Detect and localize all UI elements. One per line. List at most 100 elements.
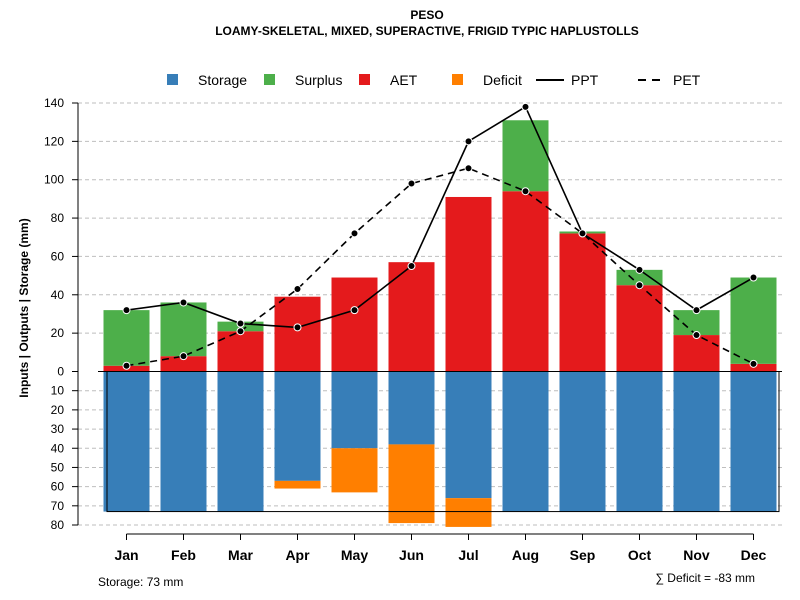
y-tick-label: 40 bbox=[51, 441, 65, 455]
aet-bar bbox=[160, 356, 207, 372]
x-tick-label: Dec bbox=[741, 547, 767, 563]
x-tick-label: Nov bbox=[683, 547, 710, 563]
pet-line bbox=[126, 167, 754, 367]
surplus-bar bbox=[103, 310, 150, 366]
aet-bar bbox=[274, 296, 321, 372]
surplus-bar bbox=[616, 269, 663, 286]
deficit-note: ∑ Deficit = -83 mm bbox=[655, 571, 755, 585]
pet-point bbox=[749, 359, 758, 368]
legend-swatch bbox=[264, 74, 275, 85]
pet-point bbox=[464, 164, 473, 173]
legend: Storage Surplus AET Deficit PPT PET bbox=[167, 72, 701, 88]
y-tick-label: 100 bbox=[44, 173, 64, 187]
legend-label: AET bbox=[390, 72, 418, 88]
ppt-point bbox=[293, 323, 302, 332]
y-tick-label: 30 bbox=[51, 422, 65, 436]
surplus-bar bbox=[160, 302, 207, 357]
aet-bar bbox=[331, 277, 378, 372]
bars bbox=[103, 120, 780, 527]
ppt-point bbox=[464, 137, 473, 146]
pet-point bbox=[521, 187, 530, 196]
y-tick-label: 70 bbox=[51, 499, 65, 513]
legend-label: Deficit bbox=[483, 72, 522, 88]
y-tick-label: 20 bbox=[51, 326, 65, 340]
ppt-point bbox=[521, 102, 530, 111]
y-tick-label: 50 bbox=[51, 460, 65, 474]
aet-bar bbox=[388, 262, 435, 372]
aet-bar bbox=[559, 233, 606, 372]
ppt-point bbox=[407, 262, 416, 271]
ppt-point bbox=[749, 273, 758, 282]
ppt-point bbox=[236, 319, 245, 328]
x-tick-label: Jul bbox=[458, 547, 478, 563]
storage-bar bbox=[388, 371, 435, 445]
surplus-bar bbox=[673, 310, 720, 336]
storage-bar bbox=[331, 371, 378, 449]
legend-label: PPT bbox=[571, 72, 599, 88]
y-tick-label: 60 bbox=[51, 480, 65, 494]
storage-bar bbox=[274, 371, 321, 481]
storage-bar bbox=[160, 371, 207, 512]
storage-bar bbox=[673, 371, 720, 512]
aet-bar bbox=[616, 285, 663, 372]
x-tick-label: Oct bbox=[628, 547, 652, 563]
ppt-point bbox=[692, 306, 701, 315]
y-tick-label: 0 bbox=[57, 365, 64, 379]
aet-bar bbox=[673, 335, 720, 372]
ppt-point bbox=[179, 298, 188, 307]
x-tick-label: Sep bbox=[570, 547, 596, 563]
chart-subtitle: LOAMY-SKELETAL, MIXED, SUPERACTIVE, FRIG… bbox=[215, 24, 639, 38]
x-tick-label: May bbox=[341, 547, 368, 563]
legend-swatch bbox=[452, 74, 463, 85]
y-tick-label: 140 bbox=[44, 96, 64, 110]
x-tick-label: Mar bbox=[228, 547, 253, 563]
series-lines bbox=[98, 102, 782, 372]
storage-bar bbox=[730, 371, 777, 512]
x-tick-label: Aug bbox=[512, 547, 539, 563]
storage-note: Storage: 73 mm bbox=[98, 575, 183, 589]
storage-bar bbox=[217, 371, 264, 512]
ppt-line bbox=[126, 105, 754, 329]
storage-bar bbox=[616, 371, 663, 512]
pet-point bbox=[407, 179, 416, 188]
pet-point bbox=[635, 281, 644, 290]
ppt-point bbox=[122, 306, 131, 315]
ppt-point bbox=[635, 265, 644, 274]
storage-bar bbox=[502, 371, 549, 512]
deficit-bar bbox=[274, 480, 321, 489]
storage-bar bbox=[445, 371, 492, 499]
y-tick-label: 20 bbox=[51, 403, 65, 417]
legend-label: PET bbox=[673, 72, 701, 88]
pet-point bbox=[179, 352, 188, 361]
pet-point bbox=[122, 361, 131, 370]
storage-bar bbox=[103, 371, 150, 512]
pet-point bbox=[236, 327, 245, 336]
ppt-point bbox=[350, 306, 359, 315]
x-tick-label: Jun bbox=[399, 547, 424, 563]
pet-point bbox=[350, 229, 359, 238]
legend-swatch bbox=[167, 74, 178, 85]
x-tick-label: Feb bbox=[171, 547, 196, 563]
x-tick-label: Jan bbox=[114, 547, 138, 563]
y-tick-label: 80 bbox=[51, 518, 65, 532]
deficit-bar bbox=[388, 444, 435, 524]
legend-swatch bbox=[359, 74, 370, 85]
storage-bar bbox=[559, 371, 606, 512]
y-tick-label: 10 bbox=[51, 384, 65, 398]
pet-point bbox=[293, 285, 302, 294]
ppt-point bbox=[578, 229, 587, 238]
legend-label: Storage bbox=[198, 72, 247, 88]
surplus-bar bbox=[502, 120, 549, 192]
y-axis-label: Inputs | Outputs | Storage (mm) bbox=[17, 218, 31, 397]
y-tick-label: 120 bbox=[44, 134, 64, 148]
y-tick-label: 60 bbox=[51, 249, 65, 263]
y-tick-label: 40 bbox=[51, 288, 65, 302]
pet-point bbox=[692, 331, 701, 340]
aet-bar bbox=[445, 196, 492, 372]
deficit-bar bbox=[331, 448, 378, 493]
legend-label: Surplus bbox=[295, 72, 342, 88]
aet-bar bbox=[217, 331, 264, 372]
aet-bar bbox=[502, 191, 549, 372]
axes: 0 20 40 60 80 100 120 140 10 20 30 40 50 60 70 80 Jan Feb… bbox=[44, 96, 767, 563]
